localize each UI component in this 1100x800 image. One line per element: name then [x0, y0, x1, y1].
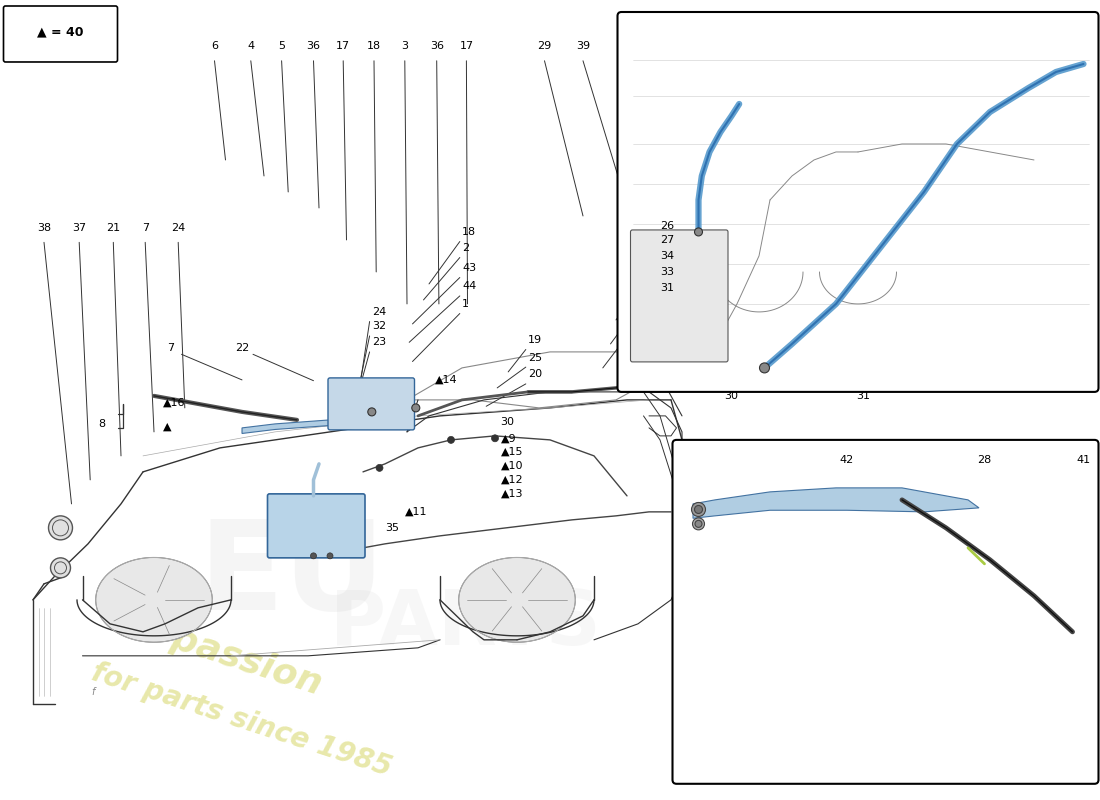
- Circle shape: [51, 558, 70, 578]
- Text: 39: 39: [576, 42, 590, 51]
- Circle shape: [694, 228, 703, 236]
- Text: 3: 3: [402, 42, 408, 51]
- Text: ▲10: ▲10: [500, 461, 522, 470]
- Circle shape: [367, 408, 376, 416]
- Text: 33: 33: [660, 267, 674, 277]
- Text: 17: 17: [337, 42, 350, 51]
- Circle shape: [695, 520, 702, 527]
- Circle shape: [759, 363, 770, 373]
- Text: 19: 19: [528, 335, 542, 345]
- Text: 17: 17: [460, 42, 473, 51]
- Text: 18: 18: [367, 42, 381, 51]
- FancyBboxPatch shape: [617, 12, 1099, 392]
- Text: 41: 41: [1077, 455, 1090, 465]
- Text: 21: 21: [107, 223, 120, 233]
- FancyBboxPatch shape: [267, 494, 365, 558]
- Text: 37: 37: [73, 223, 86, 233]
- Circle shape: [376, 464, 383, 471]
- Circle shape: [492, 434, 498, 442]
- Text: 31: 31: [857, 391, 870, 401]
- Text: 36: 36: [430, 42, 443, 51]
- Text: 26: 26: [660, 221, 674, 230]
- Text: 28: 28: [978, 455, 991, 465]
- Text: a passion: a passion: [132, 610, 327, 702]
- Text: 30: 30: [500, 418, 515, 427]
- Text: 27: 27: [660, 235, 674, 245]
- Text: ▲ = 40: ▲ = 40: [37, 26, 84, 38]
- Text: 24: 24: [372, 307, 386, 317]
- Text: 20: 20: [528, 370, 542, 379]
- Text: ▲: ▲: [163, 422, 172, 431]
- Circle shape: [692, 502, 705, 517]
- Text: 5: 5: [278, 42, 285, 51]
- Text: ▲13: ▲13: [500, 489, 522, 498]
- Text: 38: 38: [37, 223, 51, 233]
- Text: ▲15: ▲15: [500, 447, 522, 457]
- Circle shape: [448, 436, 454, 443]
- Circle shape: [48, 516, 73, 540]
- Text: ▲11: ▲11: [405, 507, 427, 517]
- Text: PARTS: PARTS: [330, 587, 601, 661]
- Text: ▲9: ▲9: [500, 434, 516, 443]
- Text: 22: 22: [235, 343, 249, 353]
- Text: 43: 43: [462, 263, 476, 273]
- Text: 4: 4: [248, 42, 254, 51]
- Text: 6: 6: [211, 42, 218, 51]
- Text: 31: 31: [660, 283, 674, 293]
- Text: 18: 18: [462, 227, 476, 237]
- Polygon shape: [459, 558, 575, 642]
- Text: 25: 25: [528, 353, 542, 362]
- Text: for parts since 1985: for parts since 1985: [88, 658, 395, 782]
- Text: 32: 32: [372, 322, 386, 331]
- Text: 24: 24: [172, 223, 185, 233]
- Polygon shape: [693, 488, 979, 518]
- Text: 36: 36: [307, 42, 320, 51]
- Text: 1: 1: [462, 299, 469, 309]
- Text: 8: 8: [99, 419, 106, 429]
- Text: 42: 42: [840, 455, 854, 465]
- Text: ▲14: ▲14: [434, 375, 458, 385]
- Text: ▲12: ▲12: [500, 475, 524, 485]
- Text: 7: 7: [167, 343, 174, 353]
- Text: 35: 35: [385, 523, 399, 533]
- FancyBboxPatch shape: [630, 230, 728, 362]
- FancyBboxPatch shape: [328, 378, 415, 430]
- Text: 7: 7: [142, 223, 148, 233]
- Text: 30: 30: [725, 391, 738, 401]
- Circle shape: [327, 553, 333, 559]
- FancyBboxPatch shape: [672, 440, 1099, 784]
- FancyBboxPatch shape: [3, 6, 118, 62]
- Text: 23: 23: [372, 338, 386, 347]
- Text: 2: 2: [462, 243, 469, 253]
- Circle shape: [411, 404, 420, 412]
- Text: 44: 44: [462, 282, 476, 291]
- Text: 29: 29: [538, 42, 551, 51]
- Polygon shape: [242, 418, 374, 434]
- Text: 34: 34: [660, 251, 674, 261]
- Text: f: f: [91, 687, 96, 697]
- Circle shape: [693, 518, 704, 530]
- Polygon shape: [96, 558, 212, 642]
- Circle shape: [694, 506, 703, 514]
- Text: ▲16: ▲16: [163, 398, 185, 407]
- Circle shape: [310, 553, 317, 559]
- Text: EU: EU: [198, 515, 385, 636]
